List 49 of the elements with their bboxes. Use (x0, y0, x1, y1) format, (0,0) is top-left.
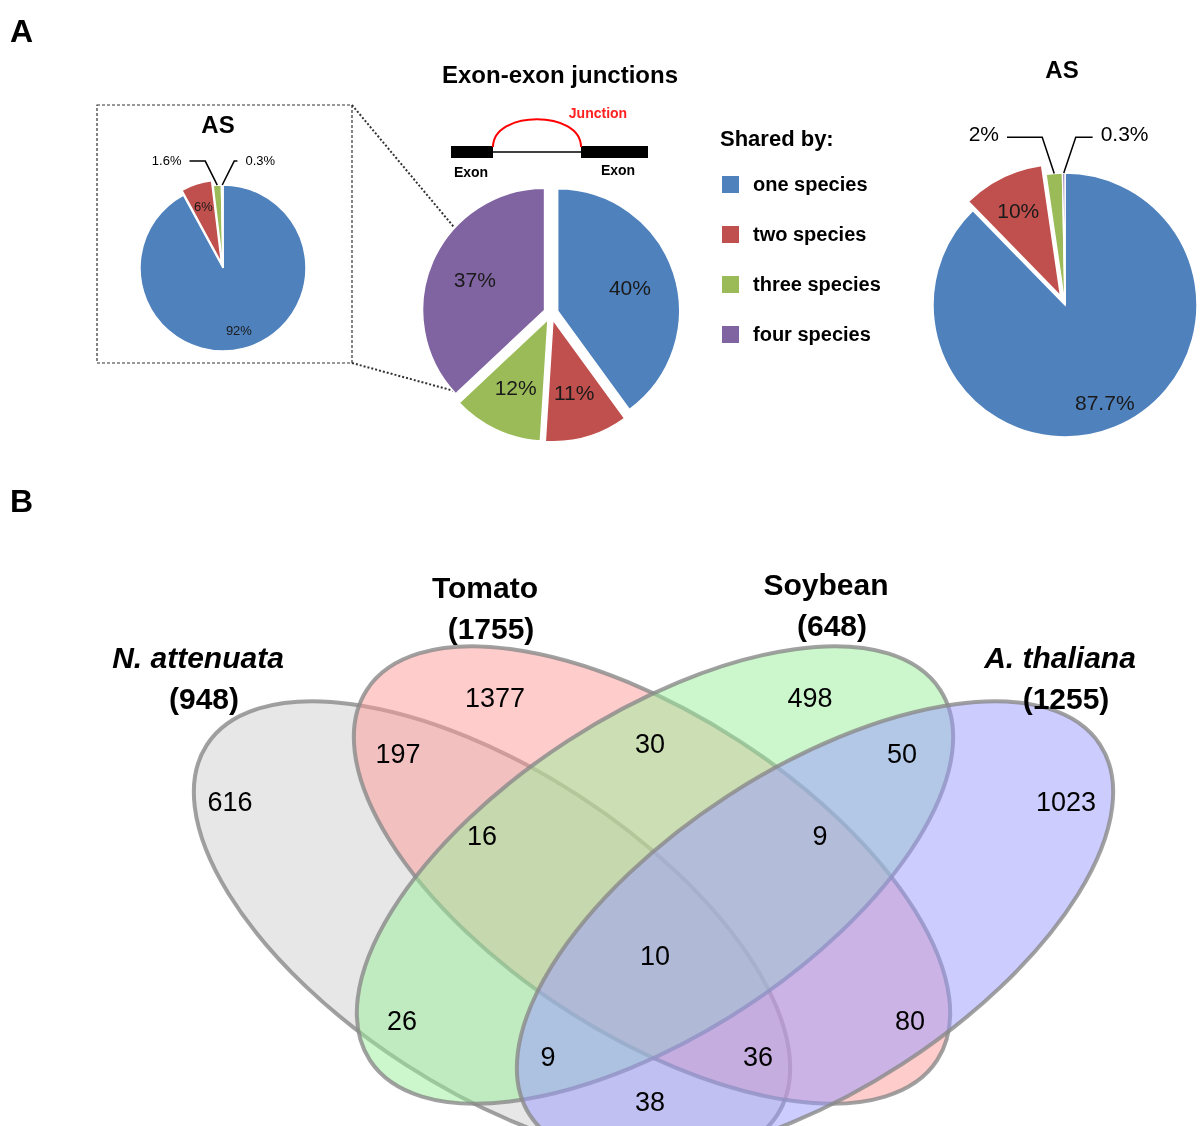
data-label: 11% (553, 381, 595, 405)
text: 616 (207, 787, 253, 817)
category-label: N. attenuata (112, 641, 284, 674)
text: 36 (742, 1042, 774, 1072)
text: 50 (886, 739, 918, 769)
text: B (10, 483, 34, 519)
data-label: 6% (193, 198, 214, 214)
text: (1755) (447, 612, 535, 645)
text: Junction (568, 105, 628, 121)
text: 26 (386, 1006, 418, 1036)
legend-label: two species (753, 223, 867, 245)
category-label: Tomato (431, 571, 539, 604)
text: 197 (375, 739, 421, 769)
text: 38 (634, 1087, 666, 1117)
data-label: 40% (608, 275, 651, 299)
data-label: 87.7% (1075, 391, 1135, 415)
text: 10 (639, 941, 671, 971)
legend-title: Shared by: (720, 126, 834, 151)
pie-slice (139, 184, 307, 352)
data-label: 92% (225, 323, 253, 339)
text: 80 (894, 1006, 926, 1036)
legend-label: one species (753, 173, 868, 195)
text: 16 (466, 821, 498, 851)
category-label: Soybean (763, 568, 889, 601)
legend-label: four species (753, 323, 871, 345)
data-label: 12% (494, 376, 537, 400)
text: A (10, 13, 34, 49)
text: 1377 (464, 683, 526, 713)
text: 30 (634, 729, 666, 759)
text: Exon (453, 164, 489, 180)
text: 498 (787, 683, 833, 713)
legend-label: three species (753, 273, 881, 295)
category-label: A. thaliana (983, 641, 1136, 674)
text: Exon (600, 162, 636, 178)
data-label: 0.3% (1100, 122, 1149, 146)
text: (948) (168, 682, 240, 715)
chart-title: Exon-exon junctions (441, 61, 679, 88)
data-label: 2% (968, 122, 999, 146)
chart-title: AS (201, 111, 235, 138)
text: (648) (796, 609, 868, 642)
text: 9 (540, 1042, 556, 1072)
data-label: 0.3% (245, 153, 276, 169)
text: 9 (812, 821, 828, 851)
chart-title: AS (1045, 56, 1079, 83)
text: 1023 (1035, 787, 1097, 817)
data-label: 10% (997, 198, 1040, 222)
data-label: 37% (453, 268, 496, 292)
text: (1255) (1022, 682, 1110, 715)
data-label: 1.6% (151, 153, 182, 169)
